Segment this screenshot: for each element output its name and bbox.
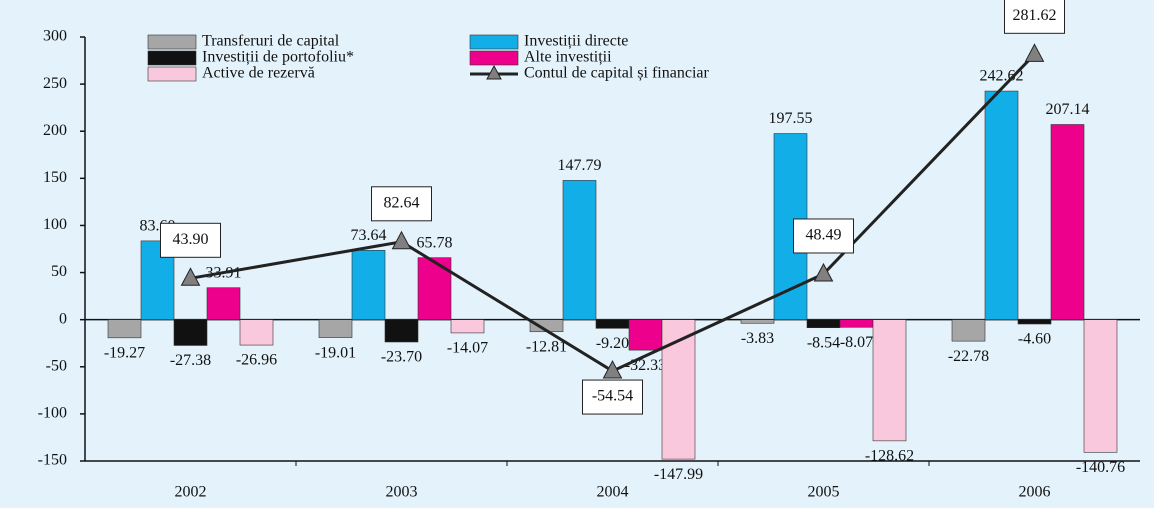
legend-swatch xyxy=(147,66,197,82)
value-label: -8.54 xyxy=(807,334,840,351)
value-label: -12.81 xyxy=(526,338,567,355)
label-box xyxy=(582,379,643,415)
bar xyxy=(661,319,696,460)
line-value-label: 48.49 xyxy=(806,227,842,244)
value-label: -9.20 xyxy=(596,335,629,352)
line-marker xyxy=(602,359,623,379)
bar xyxy=(740,319,775,324)
legend-swatch xyxy=(469,34,519,50)
bar xyxy=(562,180,597,320)
legend-label: Investiții de portofoliu* xyxy=(202,49,354,66)
value-label: 73.64 xyxy=(351,227,387,244)
legend-swatch xyxy=(469,50,519,66)
value-label: -26.96 xyxy=(236,352,277,369)
bar xyxy=(839,319,874,328)
bar xyxy=(595,319,630,329)
value-label: -27.38 xyxy=(170,352,211,369)
legend-swatch xyxy=(147,34,197,50)
line-marker xyxy=(180,267,201,286)
bar xyxy=(1083,319,1118,453)
label-box xyxy=(160,222,221,258)
y-tick-label: 200 xyxy=(43,122,67,139)
y-tick-label: -50 xyxy=(46,357,67,374)
x-tick-label: 2004 xyxy=(597,484,629,501)
y-tick-label: 0 xyxy=(59,310,67,327)
bar xyxy=(984,90,1019,320)
value-label: 197.55 xyxy=(769,110,813,127)
bar xyxy=(951,319,986,342)
legend-label: Transferuri de capital xyxy=(202,33,340,50)
bar xyxy=(417,257,452,320)
bar xyxy=(173,319,208,346)
value-label: -3.83 xyxy=(741,330,774,347)
legend-label: Contul de capital și financiar xyxy=(524,65,710,82)
value-label: -128.62 xyxy=(865,448,914,465)
legend-label: Investiții directe xyxy=(524,33,628,50)
line-marker xyxy=(391,230,412,250)
y-tick-label: -150 xyxy=(38,452,67,469)
y-tick-label: -100 xyxy=(38,405,67,422)
y-tick-label: 250 xyxy=(43,75,67,92)
value-label: -32.33 xyxy=(625,357,666,374)
line-marker xyxy=(1024,43,1045,62)
legend-swatch xyxy=(147,50,197,66)
x-tick-label: 2003 xyxy=(386,484,418,501)
bar xyxy=(206,287,241,320)
value-label: 242.62 xyxy=(980,68,1024,85)
bar xyxy=(318,319,353,338)
line-value-label: -54.54 xyxy=(592,388,633,405)
bar xyxy=(872,319,907,442)
y-tick-label: 300 xyxy=(43,28,67,45)
y-tick-label: 50 xyxy=(51,263,67,280)
value-label: 65.78 xyxy=(417,234,453,251)
y-tick-label: 100 xyxy=(43,216,67,233)
label-box xyxy=(371,186,432,222)
bar xyxy=(806,319,841,329)
line-marker xyxy=(813,262,834,282)
line-value-label: 82.64 xyxy=(384,194,420,211)
legend-marker xyxy=(486,64,502,80)
bar xyxy=(450,319,485,334)
value-label: -19.01 xyxy=(315,344,356,361)
bar xyxy=(1050,124,1085,320)
x-tick-label: 2006 xyxy=(1019,484,1051,501)
x-tick-label: 2002 xyxy=(175,484,207,501)
bar xyxy=(351,249,386,320)
label-box xyxy=(793,218,854,254)
line-value-label: 281.62 xyxy=(1013,7,1057,24)
bar xyxy=(628,319,663,351)
value-label: -4.60 xyxy=(1018,331,1051,348)
y-tick-label: 150 xyxy=(43,169,67,186)
value-label: -14.07 xyxy=(447,340,488,357)
label-box xyxy=(1004,0,1065,34)
legend-label: Alte investiții xyxy=(524,49,612,66)
value-label: -22.78 xyxy=(948,348,989,365)
bar xyxy=(1017,319,1052,325)
value-label: -23.70 xyxy=(381,349,422,366)
bar xyxy=(239,319,274,346)
bar xyxy=(384,319,419,343)
x-tick-label: 2005 xyxy=(808,484,840,501)
value-label: -140.76 xyxy=(1076,459,1125,476)
value-label: -19.27 xyxy=(104,344,145,361)
bar xyxy=(107,319,142,339)
legend-label: Active de rezervă xyxy=(202,65,315,82)
line-value-label: 43.90 xyxy=(173,231,209,248)
value-label: -147.99 xyxy=(654,466,703,483)
value-label: 207.14 xyxy=(1046,101,1090,118)
value-label: -8.07 xyxy=(840,334,873,351)
value-label: 147.79 xyxy=(558,157,602,174)
